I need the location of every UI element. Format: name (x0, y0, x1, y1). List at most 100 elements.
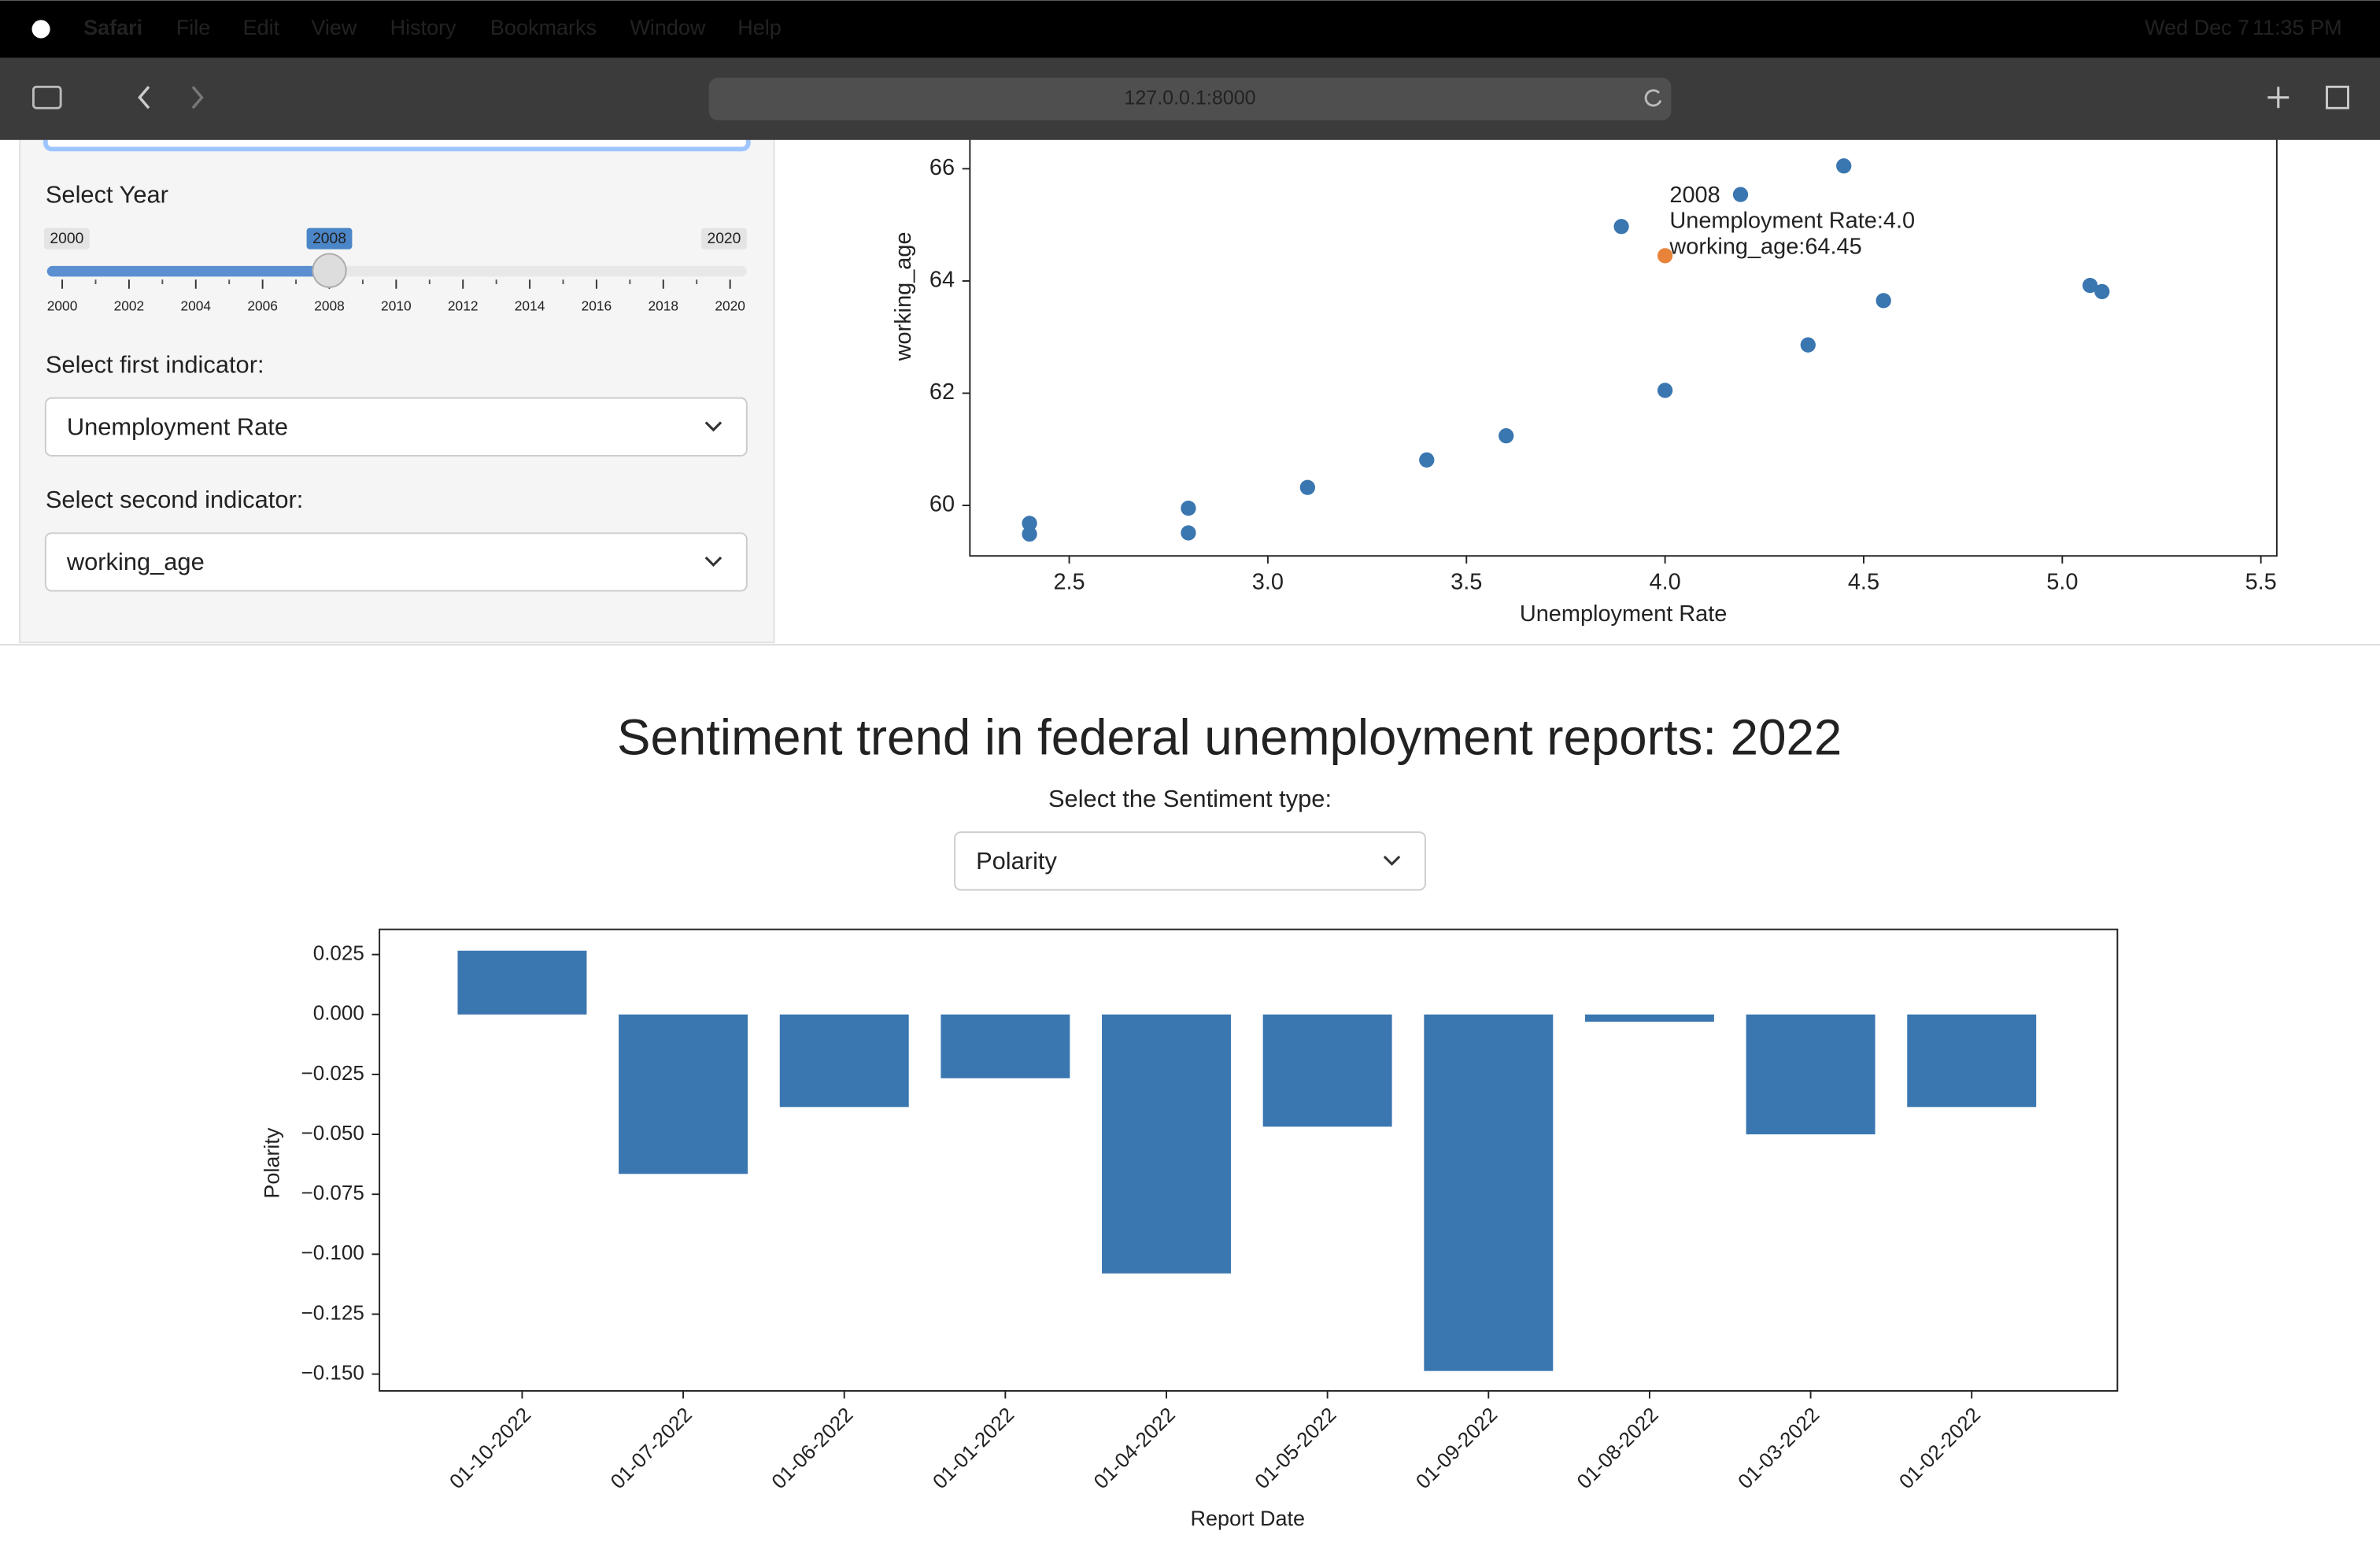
slider-badge (306, 227, 353, 250)
x-axis-label: Unemployment Rate (1520, 601, 1728, 627)
back-button[interactable] (138, 86, 150, 109)
apple-icon[interactable] (31, 20, 50, 39)
point[interactable] (1419, 452, 1435, 468)
bar[interactable] (1424, 1014, 1554, 1371)
slider-tick-label: 2010 (381, 298, 412, 314)
menu-item[interactable]: Edit (243, 16, 280, 39)
url-text: 127.0.0.1:8000 (1124, 87, 1255, 109)
x-tick-label: 01-02-2022 (1894, 1403, 1985, 1493)
slider-tick-label: 2006 (247, 298, 278, 314)
reload-button[interactable] (1644, 89, 1662, 107)
point[interactable] (2094, 283, 2110, 300)
label: Select first indicator: (46, 350, 264, 378)
menu-item[interactable]: View (311, 16, 357, 39)
y-tick-label: −0.050 (301, 1121, 364, 1145)
point[interactable] (1613, 219, 1629, 235)
point[interactable] (1022, 516, 1037, 531)
point[interactable] (1836, 158, 1852, 174)
slider-fill (46, 265, 330, 277)
first-indicator-select-value: Unemployment Rate (67, 412, 288, 440)
sidebar-button[interactable] (31, 85, 62, 109)
menu-item[interactable]: Window (630, 16, 706, 39)
bar[interactable] (1907, 1014, 2037, 1108)
slider-tick-label: 2018 (648, 298, 678, 314)
x-tick-label: 3.5 (1451, 570, 1482, 595)
tooltip-line: working_age:64.45 (1669, 234, 1861, 259)
bar[interactable] (1262, 1014, 1392, 1127)
tabs-button[interactable] (2326, 85, 2349, 109)
x-tick-label: 5.0 (2046, 570, 2078, 595)
bar[interactable] (779, 1014, 909, 1108)
slider-badge-text: 2008 (312, 231, 346, 247)
point[interactable] (1022, 526, 1037, 542)
bar[interactable] (619, 1014, 748, 1174)
x-tick-label: 01-09-2022 (1411, 1403, 1502, 1493)
point[interactable] (2082, 277, 2098, 294)
y-tick-label: −0.075 (301, 1181, 364, 1204)
bar[interactable] (1102, 1014, 1231, 1274)
y-tick-label: −0.150 (301, 1360, 364, 1384)
bar[interactable] (1584, 1014, 1714, 1022)
point[interactable] (1181, 500, 1196, 516)
y-axis-label: working_age (891, 231, 916, 361)
new-tab-button[interactable] (2267, 87, 2289, 109)
point[interactable] (1181, 525, 1196, 541)
bar[interactable] (1746, 1014, 1876, 1135)
point[interactable] (1499, 428, 1514, 444)
first-indicator-select[interactable] (44, 397, 748, 457)
point[interactable] (1657, 248, 1673, 264)
slider-tick-label: 2020 (715, 298, 745, 314)
x-tick-label: 01-05-2022 (1250, 1403, 1340, 1493)
forward-button[interactable] (191, 86, 204, 109)
slider-handle[interactable] (312, 253, 347, 288)
sentiment-select-value: Polarity (976, 847, 1057, 875)
y-tick-label: 0.025 (313, 941, 364, 964)
x-tick-label: 01-10-2022 (445, 1403, 535, 1493)
slider-badge (701, 227, 747, 250)
slider-tick-label: 2012 (448, 298, 479, 314)
point[interactable] (1800, 337, 1816, 353)
x-tick-label: 01-04-2022 (1089, 1403, 1180, 1493)
y-axis-label: Polarity (260, 1127, 283, 1199)
section-title: Sentiment trend in federal unemployment … (617, 709, 1842, 765)
chevron-icon (1383, 855, 1401, 866)
point[interactable] (1732, 187, 1749, 202)
label: Select Year (46, 180, 168, 208)
app-menu[interactable]: Safari (83, 16, 142, 39)
bar[interactable] (941, 1014, 1070, 1078)
slider-tick-label: 2014 (515, 298, 545, 314)
sentiment-select[interactable] (954, 831, 1426, 891)
slider-badge-text: 2000 (50, 231, 83, 247)
menu-item[interactable]: File (176, 16, 211, 39)
y-tick-label: −0.025 (301, 1061, 364, 1085)
slider-badge-text: 2020 (707, 231, 741, 247)
point[interactable] (1657, 383, 1673, 398)
clock-time: 11:35 PM (2252, 16, 2342, 39)
slider-tick-label: 2004 (180, 298, 211, 314)
url-field[interactable] (708, 77, 1672, 120)
y-tick-label: 62 (929, 379, 955, 405)
label: Select the Sentiment type: (1048, 785, 1332, 812)
point[interactable] (1876, 293, 1891, 309)
chevron-icon (704, 557, 722, 567)
second-indicator-select[interactable] (44, 532, 748, 592)
x-tick-label: 01-01-2022 (928, 1403, 1018, 1493)
slider-tick-label: 2016 (582, 298, 612, 314)
menu-item[interactable]: Bookmarks (490, 16, 597, 39)
chevron-icon (704, 421, 722, 432)
menu-item[interactable]: History (390, 16, 457, 39)
bar[interactable] (457, 950, 587, 1015)
point[interactable] (1299, 479, 1316, 495)
y-tick-label: 60 (929, 492, 955, 517)
browser-chrome: 127.0.0.1:8000 Safari File Edit View History B… (0, 0, 2380, 140)
second-indicator-select-value: working_age (66, 548, 205, 575)
slider-tick-label: 2000 (47, 298, 78, 314)
menu-item[interactable]: Help (737, 16, 782, 39)
x-tick-label: 4.0 (1650, 570, 1681, 595)
y-tick-label: −0.125 (301, 1300, 364, 1324)
slider-tick-label: 2002 (114, 298, 145, 314)
y-tick-label: 66 (929, 155, 955, 180)
tooltip-line: 2008 (1669, 183, 1720, 208)
